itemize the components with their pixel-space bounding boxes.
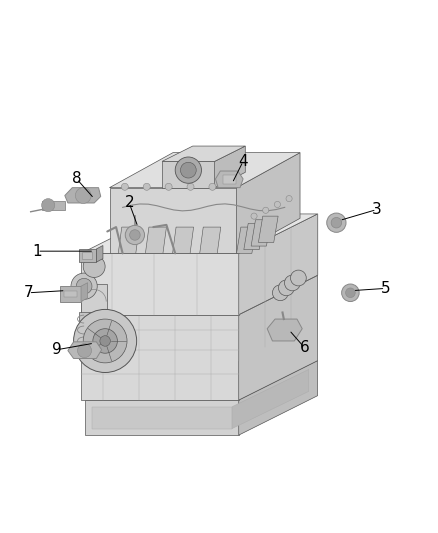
Polygon shape: [81, 214, 318, 253]
Polygon shape: [232, 369, 309, 429]
Circle shape: [286, 196, 292, 201]
Bar: [82, 253, 92, 259]
Polygon shape: [239, 361, 318, 435]
Polygon shape: [79, 312, 92, 350]
Text: 4: 4: [238, 154, 248, 169]
Text: 9: 9: [52, 342, 62, 357]
Circle shape: [290, 270, 306, 286]
Polygon shape: [85, 400, 239, 435]
Circle shape: [130, 230, 140, 240]
Text: 3: 3: [372, 202, 381, 217]
Polygon shape: [237, 227, 256, 253]
Polygon shape: [239, 275, 318, 400]
Circle shape: [272, 285, 288, 301]
Circle shape: [274, 201, 280, 207]
Text: 8: 8: [72, 172, 81, 187]
Polygon shape: [118, 227, 139, 253]
Polygon shape: [258, 216, 278, 243]
Circle shape: [121, 183, 128, 190]
Circle shape: [75, 188, 91, 204]
Circle shape: [93, 329, 117, 353]
Polygon shape: [68, 342, 102, 359]
Circle shape: [180, 162, 196, 178]
Bar: [223, 174, 236, 184]
Circle shape: [342, 284, 359, 302]
Circle shape: [331, 217, 342, 228]
Circle shape: [78, 344, 92, 358]
Polygon shape: [162, 146, 245, 161]
Text: 2: 2: [124, 196, 134, 211]
Text: 6: 6: [300, 340, 309, 355]
Polygon shape: [81, 253, 239, 314]
Polygon shape: [65, 188, 101, 203]
Polygon shape: [215, 146, 245, 188]
Circle shape: [125, 225, 145, 245]
Polygon shape: [162, 161, 215, 188]
Polygon shape: [173, 227, 194, 253]
Polygon shape: [92, 407, 232, 429]
Circle shape: [285, 275, 300, 291]
Circle shape: [76, 278, 92, 294]
Text: 1: 1: [32, 244, 42, 259]
Polygon shape: [239, 214, 318, 314]
Polygon shape: [81, 314, 239, 400]
Circle shape: [143, 183, 150, 190]
Text: 7: 7: [24, 285, 33, 300]
Circle shape: [251, 213, 257, 219]
Polygon shape: [237, 152, 300, 253]
Polygon shape: [251, 220, 271, 246]
Polygon shape: [81, 282, 88, 302]
Polygon shape: [215, 171, 243, 188]
Circle shape: [74, 310, 137, 373]
Polygon shape: [60, 286, 81, 302]
Circle shape: [279, 280, 294, 296]
Circle shape: [175, 157, 201, 183]
Circle shape: [346, 288, 355, 297]
Bar: [64, 290, 77, 297]
Circle shape: [165, 183, 172, 190]
Polygon shape: [42, 201, 65, 209]
Polygon shape: [200, 227, 221, 253]
Polygon shape: [81, 284, 107, 314]
Circle shape: [263, 207, 269, 213]
Circle shape: [100, 336, 110, 346]
Polygon shape: [79, 249, 96, 262]
Circle shape: [83, 255, 105, 278]
Text: 5: 5: [381, 281, 390, 296]
Polygon shape: [96, 246, 103, 262]
Polygon shape: [110, 188, 237, 253]
Polygon shape: [244, 223, 264, 249]
Polygon shape: [267, 319, 302, 341]
Circle shape: [42, 199, 55, 212]
Circle shape: [327, 213, 346, 232]
Polygon shape: [81, 275, 318, 314]
Polygon shape: [110, 152, 300, 188]
Circle shape: [71, 273, 97, 300]
Polygon shape: [145, 227, 166, 253]
Circle shape: [209, 183, 216, 190]
Circle shape: [187, 183, 194, 190]
Circle shape: [83, 319, 127, 363]
